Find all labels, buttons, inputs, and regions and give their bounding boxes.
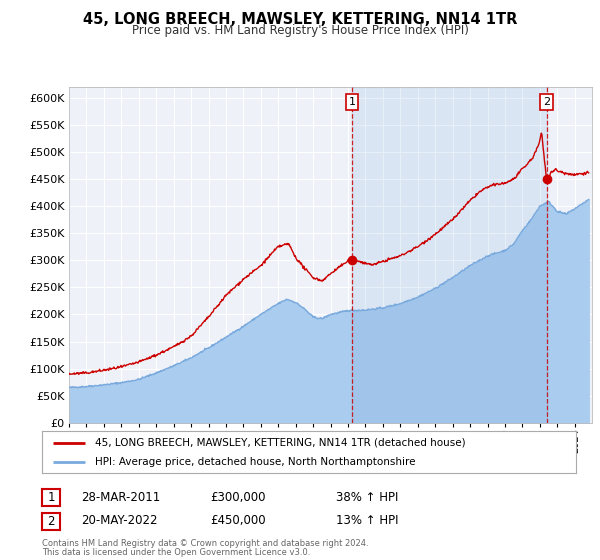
Text: 20-MAY-2022: 20-MAY-2022 <box>81 514 157 528</box>
Text: 2: 2 <box>47 515 55 528</box>
Text: £450,000: £450,000 <box>210 514 266 528</box>
Text: 28-MAR-2011: 28-MAR-2011 <box>81 491 160 504</box>
Text: 38% ↑ HPI: 38% ↑ HPI <box>336 491 398 504</box>
Bar <box>352 87 547 423</box>
Text: 13% ↑ HPI: 13% ↑ HPI <box>336 514 398 528</box>
Text: 1: 1 <box>349 97 356 107</box>
Text: 2: 2 <box>543 97 550 107</box>
Text: £300,000: £300,000 <box>210 491 265 504</box>
Text: 1: 1 <box>47 491 55 505</box>
Text: HPI: Average price, detached house, North Northamptonshire: HPI: Average price, detached house, Nort… <box>95 457 416 467</box>
Text: 45, LONG BREECH, MAWSLEY, KETTERING, NN14 1TR (detached house): 45, LONG BREECH, MAWSLEY, KETTERING, NN1… <box>95 437 466 447</box>
Text: 45, LONG BREECH, MAWSLEY, KETTERING, NN14 1TR: 45, LONG BREECH, MAWSLEY, KETTERING, NN1… <box>83 12 517 27</box>
Text: Contains HM Land Registry data © Crown copyright and database right 2024.: Contains HM Land Registry data © Crown c… <box>42 539 368 548</box>
Text: This data is licensed under the Open Government Licence v3.0.: This data is licensed under the Open Gov… <box>42 548 310 557</box>
Text: Price paid vs. HM Land Registry's House Price Index (HPI): Price paid vs. HM Land Registry's House … <box>131 24 469 38</box>
